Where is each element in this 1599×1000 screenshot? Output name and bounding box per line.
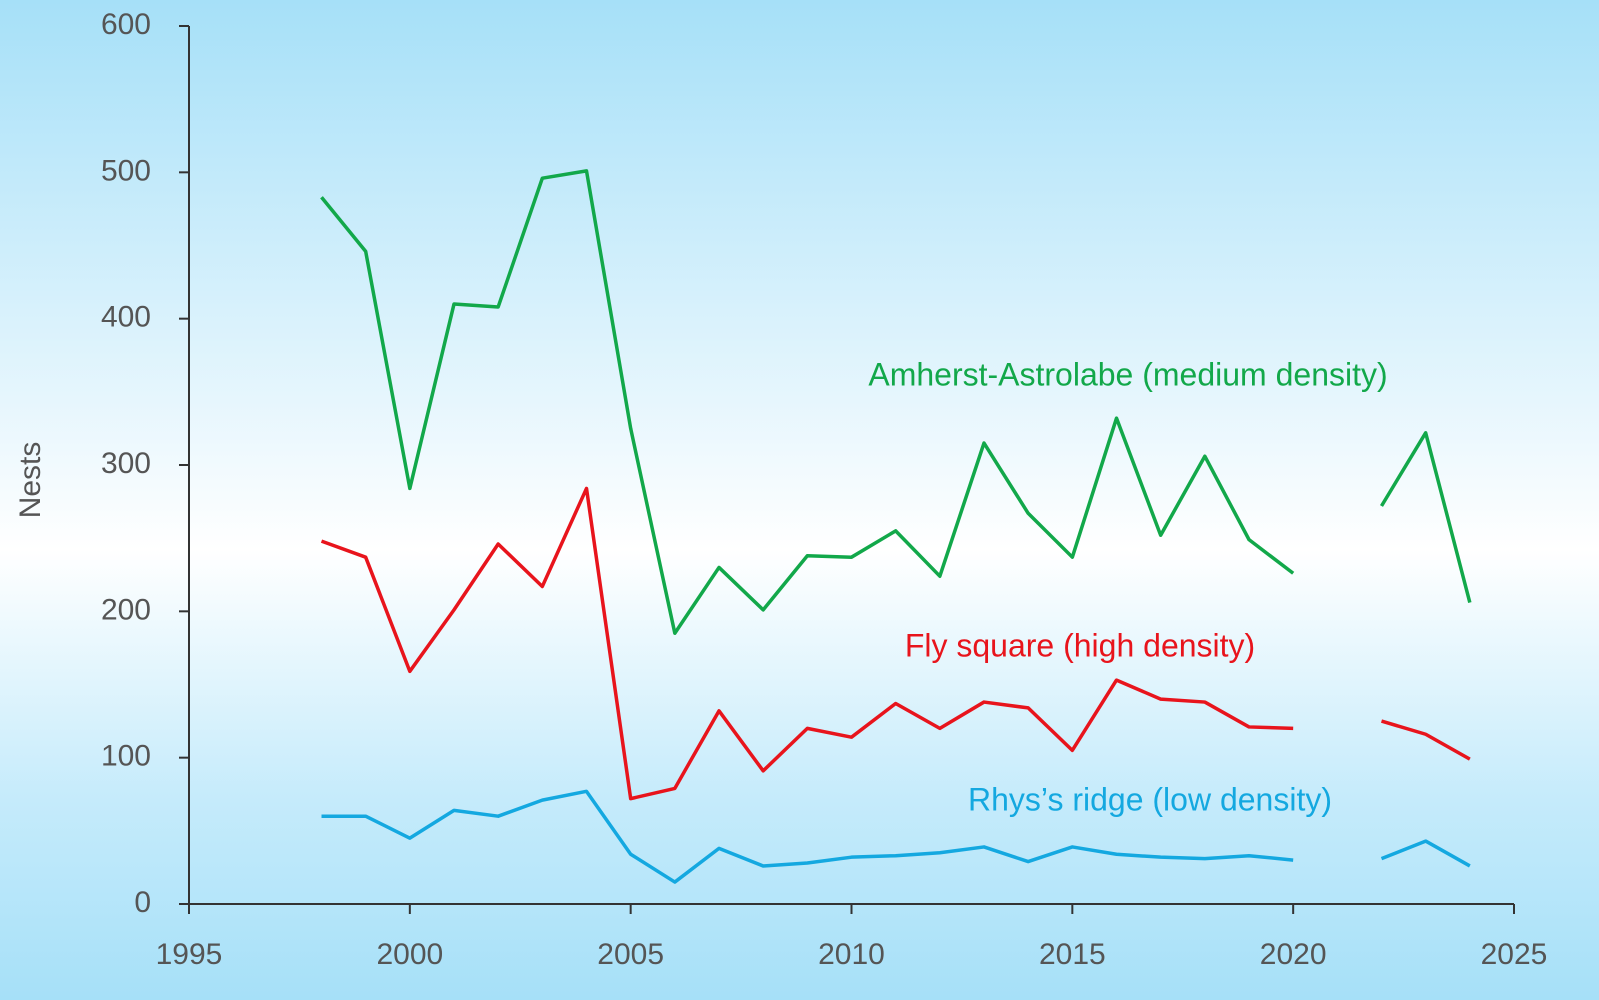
series-line [320,169,1472,636]
x-tick-label: 2025 [1481,938,1548,971]
y-tick-label: 600 [101,8,151,41]
x-tick-label: 2005 [597,938,664,971]
series-label: Amherst-Astrolabe (medium density) [868,356,1387,392]
y-tick-label: 0 [134,886,151,919]
series-label: Fly square (high density) [905,627,1255,663]
y-tick-label: 300 [101,447,151,480]
series-label: Rhys’s ridge (low density) [968,781,1332,817]
x-tick-label: 2010 [818,938,885,971]
series-line [320,486,1471,801]
x-tick-label: 1995 [156,938,223,971]
series-line [321,789,1471,884]
y-tick-label: 200 [101,593,151,626]
y-axis-label: Nests [14,442,47,519]
y-tick-label: 100 [101,740,151,773]
y-tick-label: 500 [101,154,151,187]
x-tick-label: 2000 [376,938,443,971]
y-tick-label: 400 [101,301,151,334]
x-tick-label: 2020 [1260,938,1327,971]
x-tick-label: 2015 [1039,938,1106,971]
